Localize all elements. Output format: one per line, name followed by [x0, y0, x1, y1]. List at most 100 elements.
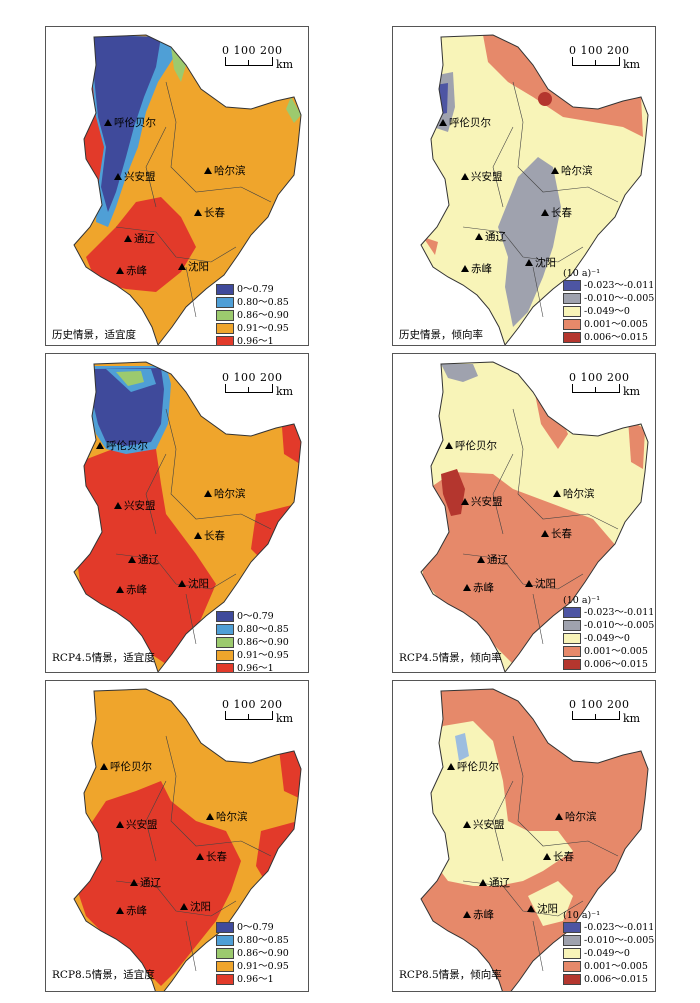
map-rcp45-suitability [73, 361, 302, 672]
map-rcp45-trend [420, 361, 649, 672]
city-marker-icon [461, 498, 469, 505]
legend-swatch [563, 332, 581, 343]
legend-swatch [563, 293, 581, 304]
city-marker-icon [114, 173, 122, 180]
city-marker-icon [555, 813, 563, 820]
scale-bar: 0 100 200 km [222, 698, 294, 725]
city-marker-icon [543, 853, 551, 860]
legend-suitability: 0～0.79 0.80～0.85 0.86～0.90 0.91～0.95 0.9… [216, 610, 289, 672]
map-panel-rcp85-trend: 0 100 200 km 呼伦贝尔 兴安盟 哈尔滨 长春 通辽 沈阳 赤峰 (1… [392, 680, 656, 992]
city-marker-icon [461, 173, 469, 180]
city-label-chifeng: 赤峰 [116, 263, 147, 278]
legend-suitability: 0～0.79 0.80～0.85 0.86～0.90 0.91～0.95 0.9… [216, 921, 289, 986]
panel-caption: RCP8.5情景，适宜度 [52, 969, 155, 981]
city-label-xinganmeng: 兴安盟 [114, 169, 156, 184]
legend-swatch [563, 922, 581, 933]
city-marker-icon [96, 442, 104, 449]
legend-swatch [563, 633, 581, 644]
legend-swatch [563, 659, 581, 670]
city-label-shenyang: 沈阳 [527, 901, 558, 916]
city-label-chifeng: 赤峰 [461, 261, 492, 276]
city-label-harbin: 哈尔滨 [551, 163, 593, 178]
legend-swatch [563, 961, 581, 972]
panel-caption: RCP4.5情景，倾向率 [399, 652, 502, 664]
map-rcp85-trend [420, 688, 649, 991]
legend-swatch [216, 323, 234, 334]
scale-bar: 0 100 200 km [569, 44, 641, 71]
legend-swatch [563, 280, 581, 291]
city-label-shenyang: 沈阳 [525, 576, 556, 591]
city-label-xinganmeng: 兴安盟 [114, 498, 156, 513]
city-marker-icon [525, 580, 533, 587]
city-marker-icon [475, 233, 483, 240]
city-marker-icon [206, 813, 214, 820]
legend-trend: (10 a)⁻¹ -0.023～-0.011 -0.010～-0.005 -0.… [563, 910, 655, 985]
city-label-tongliao: 通辽 [124, 231, 155, 246]
city-marker-icon [447, 763, 455, 770]
city-label-xinganmeng: 兴安盟 [463, 817, 505, 832]
city-marker-icon [114, 502, 122, 509]
legend-trend: (10 a)⁻¹ -0.023～-0.011 -0.010～-0.005 -0.… [563, 595, 655, 670]
city-marker-icon [527, 905, 535, 912]
panel-caption: RCP8.5情景，倾向率 [399, 969, 502, 981]
city-label-tongliao: 通辽 [479, 875, 510, 890]
city-label-hulunbuir: 呼伦贝尔 [439, 115, 491, 130]
legend-swatch [563, 974, 581, 985]
legend-swatch [216, 637, 234, 648]
city-marker-icon [541, 209, 549, 216]
city-marker-icon [178, 263, 186, 270]
legend-swatch [216, 935, 234, 946]
city-marker-icon [551, 167, 559, 174]
legend-swatch [216, 611, 234, 622]
scale-bar: 0 100 200 km [222, 371, 294, 398]
city-marker-icon [445, 442, 453, 449]
city-marker-icon [104, 119, 112, 126]
city-marker-icon [553, 490, 561, 497]
city-label-changchun: 长春 [194, 528, 225, 543]
city-marker-icon [463, 911, 471, 918]
legend-swatch [216, 297, 234, 308]
legend-swatch [216, 624, 234, 635]
city-marker-icon [194, 209, 202, 216]
legend-swatch [216, 922, 234, 933]
map-history-suitability [73, 34, 302, 345]
legend-swatch [563, 935, 581, 946]
city-marker-icon [196, 853, 204, 860]
map-panel-history-suitability: 0 100 200 km 呼伦贝尔 兴安盟 哈尔滨 长春 通辽 沈阳 赤峰 0～… [45, 26, 309, 346]
legend-suitability: 0～0.79 0.80～0.85 0.86～0.90 0.91～0.95 0.9… [216, 283, 289, 345]
city-marker-icon [463, 821, 471, 828]
map-panel-rcp45-trend: 0 100 200 km 呼伦贝尔 兴安盟 哈尔滨 长春 通辽 沈阳 赤峰 (1… [392, 353, 656, 673]
scale-bar: 0 100 200 km [569, 371, 641, 398]
legend-swatch [216, 336, 234, 345]
city-label-tongliao: 通辽 [477, 552, 508, 567]
city-label-chifeng: 赤峰 [116, 903, 147, 918]
city-label-hulunbuir: 呼伦贝尔 [445, 438, 497, 453]
city-marker-icon [116, 821, 124, 828]
city-marker-icon [477, 556, 485, 563]
city-marker-icon [525, 259, 533, 266]
city-marker-icon [463, 584, 471, 591]
city-marker-icon [178, 580, 186, 587]
city-label-tongliao: 通辽 [475, 229, 506, 244]
legend-swatch [563, 306, 581, 317]
city-label-harbin: 哈尔滨 [204, 486, 246, 501]
city-label-harbin: 哈尔滨 [555, 809, 597, 824]
city-marker-icon [116, 267, 124, 274]
city-label-changchun: 长春 [543, 849, 574, 864]
city-label-hulunbuir: 呼伦贝尔 [447, 759, 499, 774]
city-label-shenyang: 沈阳 [178, 576, 209, 591]
legend-swatch [216, 284, 234, 295]
map-panel-history-trend: 0 100 200 km 呼伦贝尔 兴安盟 哈尔滨 长春 通辽 沈阳 赤峰 (1… [392, 26, 656, 346]
map-panel-rcp45-suitability: 0 100 200 km 呼伦贝尔 兴安盟 哈尔滨 长春 通辽 沈阳 赤峰 0～… [45, 353, 309, 673]
legend-swatch [563, 607, 581, 618]
city-marker-icon [128, 556, 136, 563]
map-history-trend [420, 34, 649, 345]
city-marker-icon [180, 903, 188, 910]
scale-bar: 0 100 200 km [222, 44, 294, 71]
city-label-changchun: 长春 [541, 526, 572, 541]
city-label-harbin: 哈尔滨 [204, 163, 246, 178]
city-label-tongliao: 通辽 [130, 875, 161, 890]
legend-swatch [216, 948, 234, 959]
city-label-chifeng: 赤峰 [116, 582, 147, 597]
legend-trend: (10 a)⁻¹ -0.023～-0.011 -0.010～-0.005 -0.… [563, 268, 655, 343]
